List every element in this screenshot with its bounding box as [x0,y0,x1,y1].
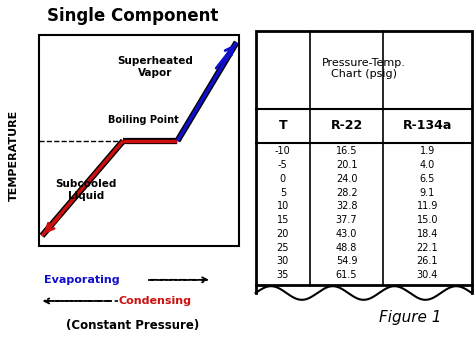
Text: 6.5: 6.5 [419,174,435,184]
Text: 5: 5 [280,188,286,197]
Text: 24.0: 24.0 [336,174,357,184]
Text: Figure 1: Figure 1 [379,310,442,325]
Text: 32.8: 32.8 [336,201,357,211]
Text: 20: 20 [277,229,289,239]
Text: 11.9: 11.9 [417,201,438,211]
Text: 26.1: 26.1 [417,257,438,266]
Text: (Constant Pressure): (Constant Pressure) [66,319,200,332]
Text: Subcooled
Liquid: Subcooled Liquid [55,179,117,201]
Text: 28.2: 28.2 [336,188,357,197]
Text: 0: 0 [280,174,286,184]
Text: Pressure-Temp.
Chart (psig): Pressure-Temp. Chart (psig) [322,58,406,79]
Text: 48.8: 48.8 [336,243,357,253]
Text: 22.1: 22.1 [417,243,438,253]
Text: 35: 35 [277,270,289,280]
Text: R-134a: R-134a [403,119,452,132]
Text: Evaporating: Evaporating [45,275,120,285]
Text: 61.5: 61.5 [336,270,357,280]
Text: TEMPERATURE: TEMPERATURE [9,109,18,201]
Text: 18.4: 18.4 [417,229,438,239]
Text: Boiling Point: Boiling Point [108,115,178,125]
Text: 15: 15 [277,215,289,225]
Text: 4.0: 4.0 [420,160,435,170]
Bar [39,35,239,246]
Text: Condensing: Condensing [118,296,191,306]
Text: Single Component: Single Component [47,7,219,25]
Text: -10: -10 [275,146,291,156]
Text: 1.9: 1.9 [420,146,435,156]
Text: 30: 30 [277,257,289,266]
Text: 37.7: 37.7 [336,215,357,225]
Text: -5: -5 [278,160,288,170]
Text: Superheated
Vapor: Superheated Vapor [118,56,193,78]
Text: 16.5: 16.5 [336,146,357,156]
Text: 30.4: 30.4 [417,270,438,280]
Text: 54.9: 54.9 [336,257,357,266]
Bar [255,31,472,285]
Text: 20.1: 20.1 [336,160,357,170]
Text: 25: 25 [277,243,289,253]
Text: 10: 10 [277,201,289,211]
Text: T: T [279,119,287,132]
Text: 43.0: 43.0 [336,229,357,239]
Text: R-22: R-22 [330,119,363,132]
Text: 9.1: 9.1 [420,188,435,197]
Text: 15.0: 15.0 [417,215,438,225]
